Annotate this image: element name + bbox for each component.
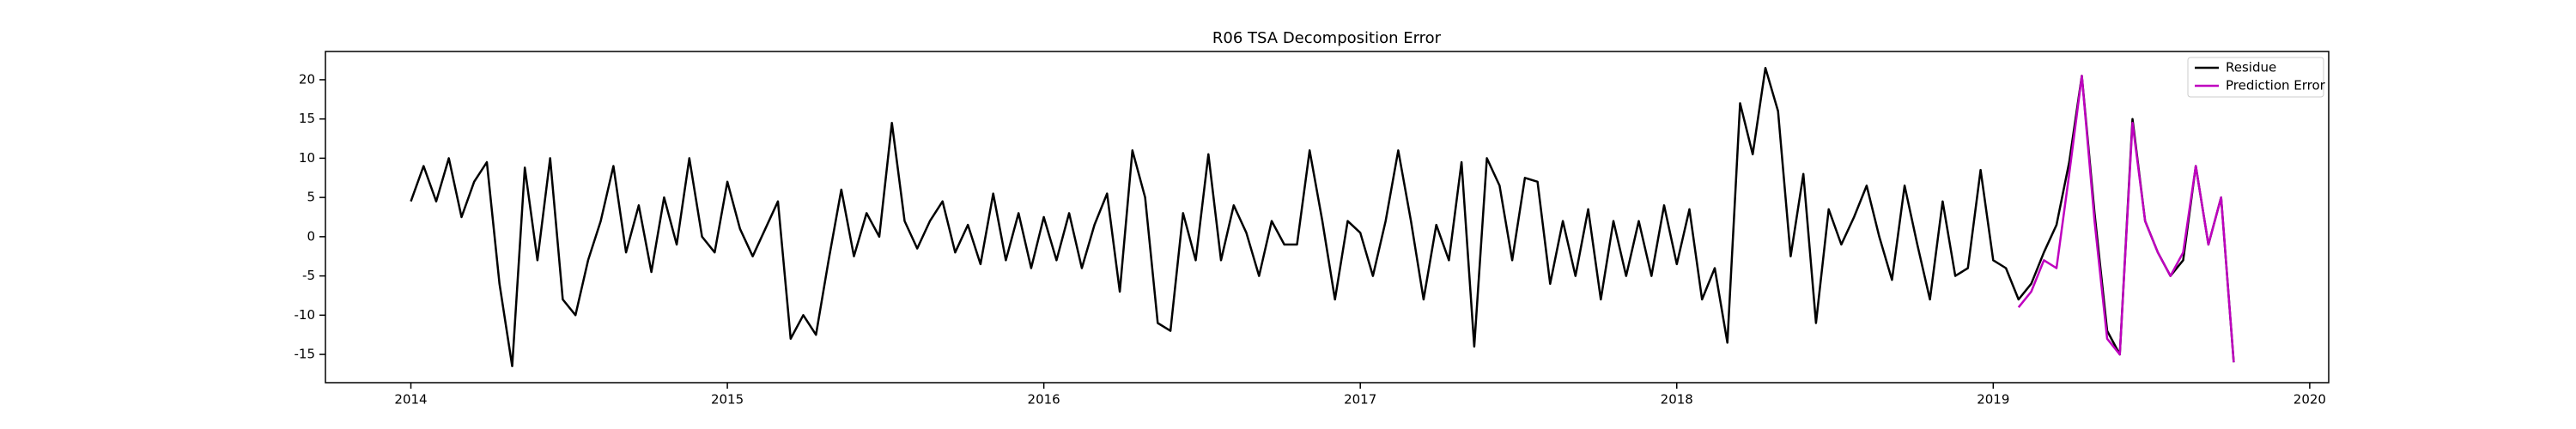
legend-label: Prediction Error xyxy=(2226,78,2326,94)
legend-label: Residue xyxy=(2226,60,2276,76)
y-tick-label: 0 xyxy=(307,228,315,244)
x-tick-label: 2019 xyxy=(1977,392,2009,408)
series-line xyxy=(410,66,2235,368)
x-tick-label: 2016 xyxy=(1028,392,1060,408)
y-tick-label: -15 xyxy=(295,347,316,362)
series-line xyxy=(2017,75,2235,363)
x-tick-label: 2014 xyxy=(394,392,427,408)
x-tick-label: 2017 xyxy=(1344,392,1376,408)
y-tick-label: 5 xyxy=(307,190,315,205)
legend-box xyxy=(2187,57,2324,98)
y-tick-label: 20 xyxy=(299,71,315,87)
chart-title: R06 TSA Decomposition Error xyxy=(1212,29,1442,47)
y-tick-label: 10 xyxy=(299,150,315,166)
y-tick-label: -10 xyxy=(295,307,316,323)
axes-frame xyxy=(325,51,2330,384)
y-tick-label: 15 xyxy=(299,111,315,126)
x-tick-label: 2015 xyxy=(711,392,744,408)
y-tick-label: -5 xyxy=(302,268,315,283)
x-tick-label: 2020 xyxy=(2293,392,2326,408)
x-tick-label: 2018 xyxy=(1661,392,1693,408)
